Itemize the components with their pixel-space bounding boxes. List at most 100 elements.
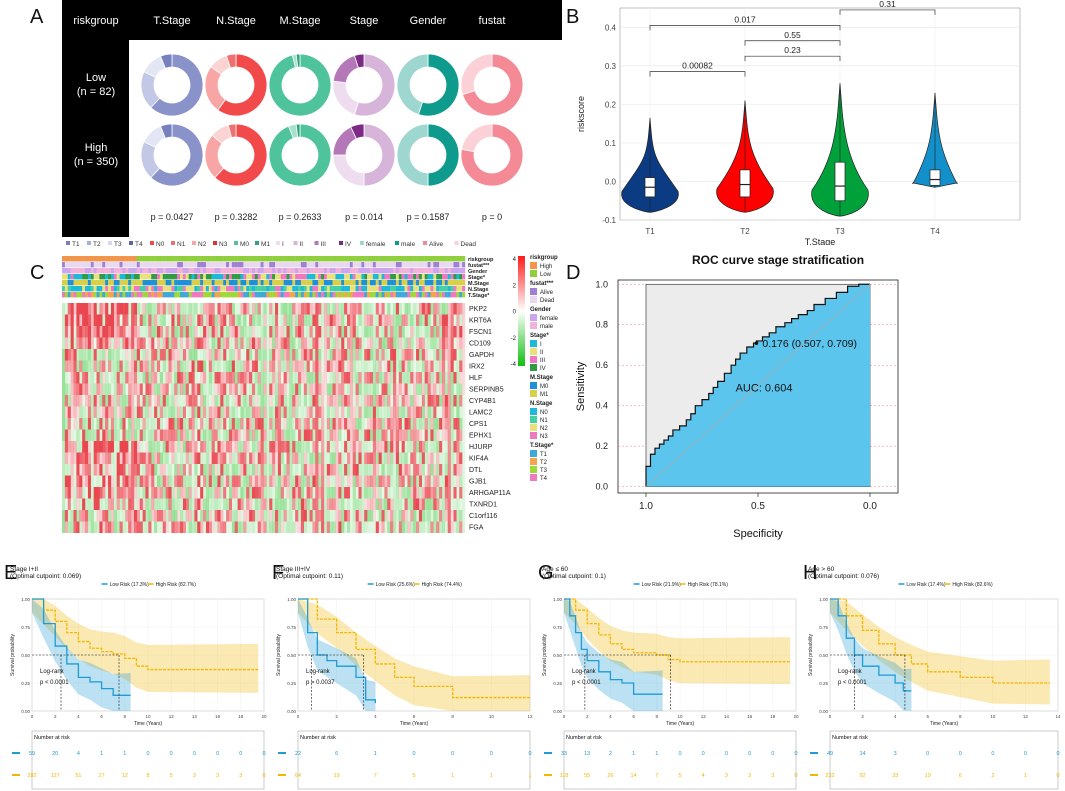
annotation-cell — [358, 286, 362, 292]
heatmap-cell — [410, 464, 414, 476]
heatmap-cell — [131, 314, 135, 326]
donut-slice — [353, 53, 396, 117]
annotation-cell — [208, 286, 212, 292]
annotation-cell — [240, 262, 244, 268]
heatmap-cell — [257, 303, 261, 315]
heatmap-cell — [295, 372, 299, 384]
heatmap-cell — [228, 349, 233, 361]
heatmap-cell — [421, 303, 425, 315]
heatmap-cell — [125, 521, 129, 533]
heatmap-cell — [223, 360, 227, 372]
heatmap-cell — [410, 314, 414, 326]
risk-count-low: 0 — [412, 751, 415, 757]
heatmap-cell — [197, 452, 201, 464]
heatmap-cell — [289, 464, 293, 476]
heatmap-cell — [257, 383, 261, 395]
heatmap-cell — [171, 314, 175, 326]
heatmap-cell — [165, 314, 169, 326]
y-tick-label: 0.75 — [553, 625, 562, 630]
heatmap-cell — [459, 498, 463, 510]
annotation-cell — [309, 286, 313, 292]
heatmap-cell — [223, 452, 227, 464]
annotation-cell — [367, 256, 371, 262]
row-header-label: riskgroup — [73, 15, 118, 27]
annotation-cell — [220, 280, 224, 286]
heatmap-cell — [436, 406, 440, 418]
annotation-cell — [346, 286, 351, 292]
risk-count-high: 3 — [771, 773, 774, 779]
heatmap-cell — [413, 383, 417, 395]
heatmap-cell — [70, 360, 74, 372]
annotation-cell — [180, 286, 184, 292]
annotation-cell — [151, 262, 155, 268]
heatmap-cell — [194, 383, 198, 395]
heatmap-cell — [226, 441, 230, 453]
heatmap-cell — [79, 464, 83, 476]
annotation-cell — [364, 274, 368, 280]
annotation-cell — [315, 292, 319, 298]
heatmap-cell — [289, 395, 293, 407]
annotation-cell — [154, 256, 158, 262]
legend-swatch — [530, 288, 537, 295]
heatmap-cell — [269, 475, 273, 487]
heatmap-cell — [119, 337, 123, 349]
heatmap-cell — [370, 372, 374, 384]
heatmap-cell — [139, 475, 143, 487]
heatmap-cell — [90, 498, 94, 510]
heatmap-cell — [418, 326, 423, 338]
heatmap-cell — [430, 487, 434, 499]
heatmap-cell — [200, 452, 204, 464]
heatmap-cell — [332, 406, 336, 418]
annotation-cell — [249, 280, 253, 286]
heatmap-cell — [372, 349, 376, 361]
heatmap-cell — [64, 441, 68, 453]
heatmap-cell — [375, 441, 379, 453]
heatmap-cell — [82, 314, 86, 326]
heatmap-cell — [266, 452, 270, 464]
annotation-cell — [76, 274, 80, 280]
heatmap-cell — [200, 360, 204, 372]
heatmap-cell — [358, 314, 362, 326]
annotation-cell — [231, 280, 235, 286]
heatmap-cell — [156, 314, 161, 326]
heatmap-cell — [136, 337, 140, 349]
heatmap-cell — [338, 360, 342, 372]
heatmap-cell — [194, 429, 198, 441]
heatmap-cell — [441, 337, 446, 349]
annotation-cell — [203, 274, 207, 280]
heatmap-cell — [312, 395, 316, 407]
heatmap-cell — [395, 464, 399, 476]
heatmap-cell — [220, 360, 224, 372]
heatmap-cell — [390, 464, 394, 476]
heatmap-cell — [125, 395, 129, 407]
heatmap-cell — [211, 406, 215, 418]
heatmap-cell — [133, 475, 138, 487]
heatmap-cell — [191, 349, 195, 361]
heatmap-cell — [156, 337, 161, 349]
annotation-cell — [286, 274, 290, 280]
annotation-cell — [249, 256, 253, 262]
heatmap-cell — [413, 372, 417, 384]
legend-swatch — [530, 424, 537, 431]
heatmap-cell — [410, 452, 414, 464]
heatmap-cell — [116, 326, 120, 338]
heatmap-cell — [234, 395, 238, 407]
heatmap-cell — [349, 360, 353, 372]
heatmap-cell — [139, 349, 143, 361]
heatmap-cell — [393, 349, 397, 361]
heatmap-cell — [223, 475, 227, 487]
risk-table-title: Number at risk — [300, 735, 336, 741]
heatmap-cell — [148, 303, 152, 315]
annotation-cell — [188, 292, 192, 298]
heatmap-cell — [303, 337, 307, 349]
heatmap-cell — [151, 464, 155, 476]
annotation-cell — [439, 268, 443, 274]
heatmap-cell — [346, 314, 351, 326]
heatmap-cell — [309, 372, 313, 384]
heatmap-cell — [453, 337, 457, 349]
heatmap-cell — [459, 521, 463, 533]
annotation-cell — [217, 274, 221, 280]
heatmap-cell — [113, 521, 117, 533]
heatmap-cell — [341, 303, 345, 315]
heatmap-cell — [159, 418, 163, 430]
